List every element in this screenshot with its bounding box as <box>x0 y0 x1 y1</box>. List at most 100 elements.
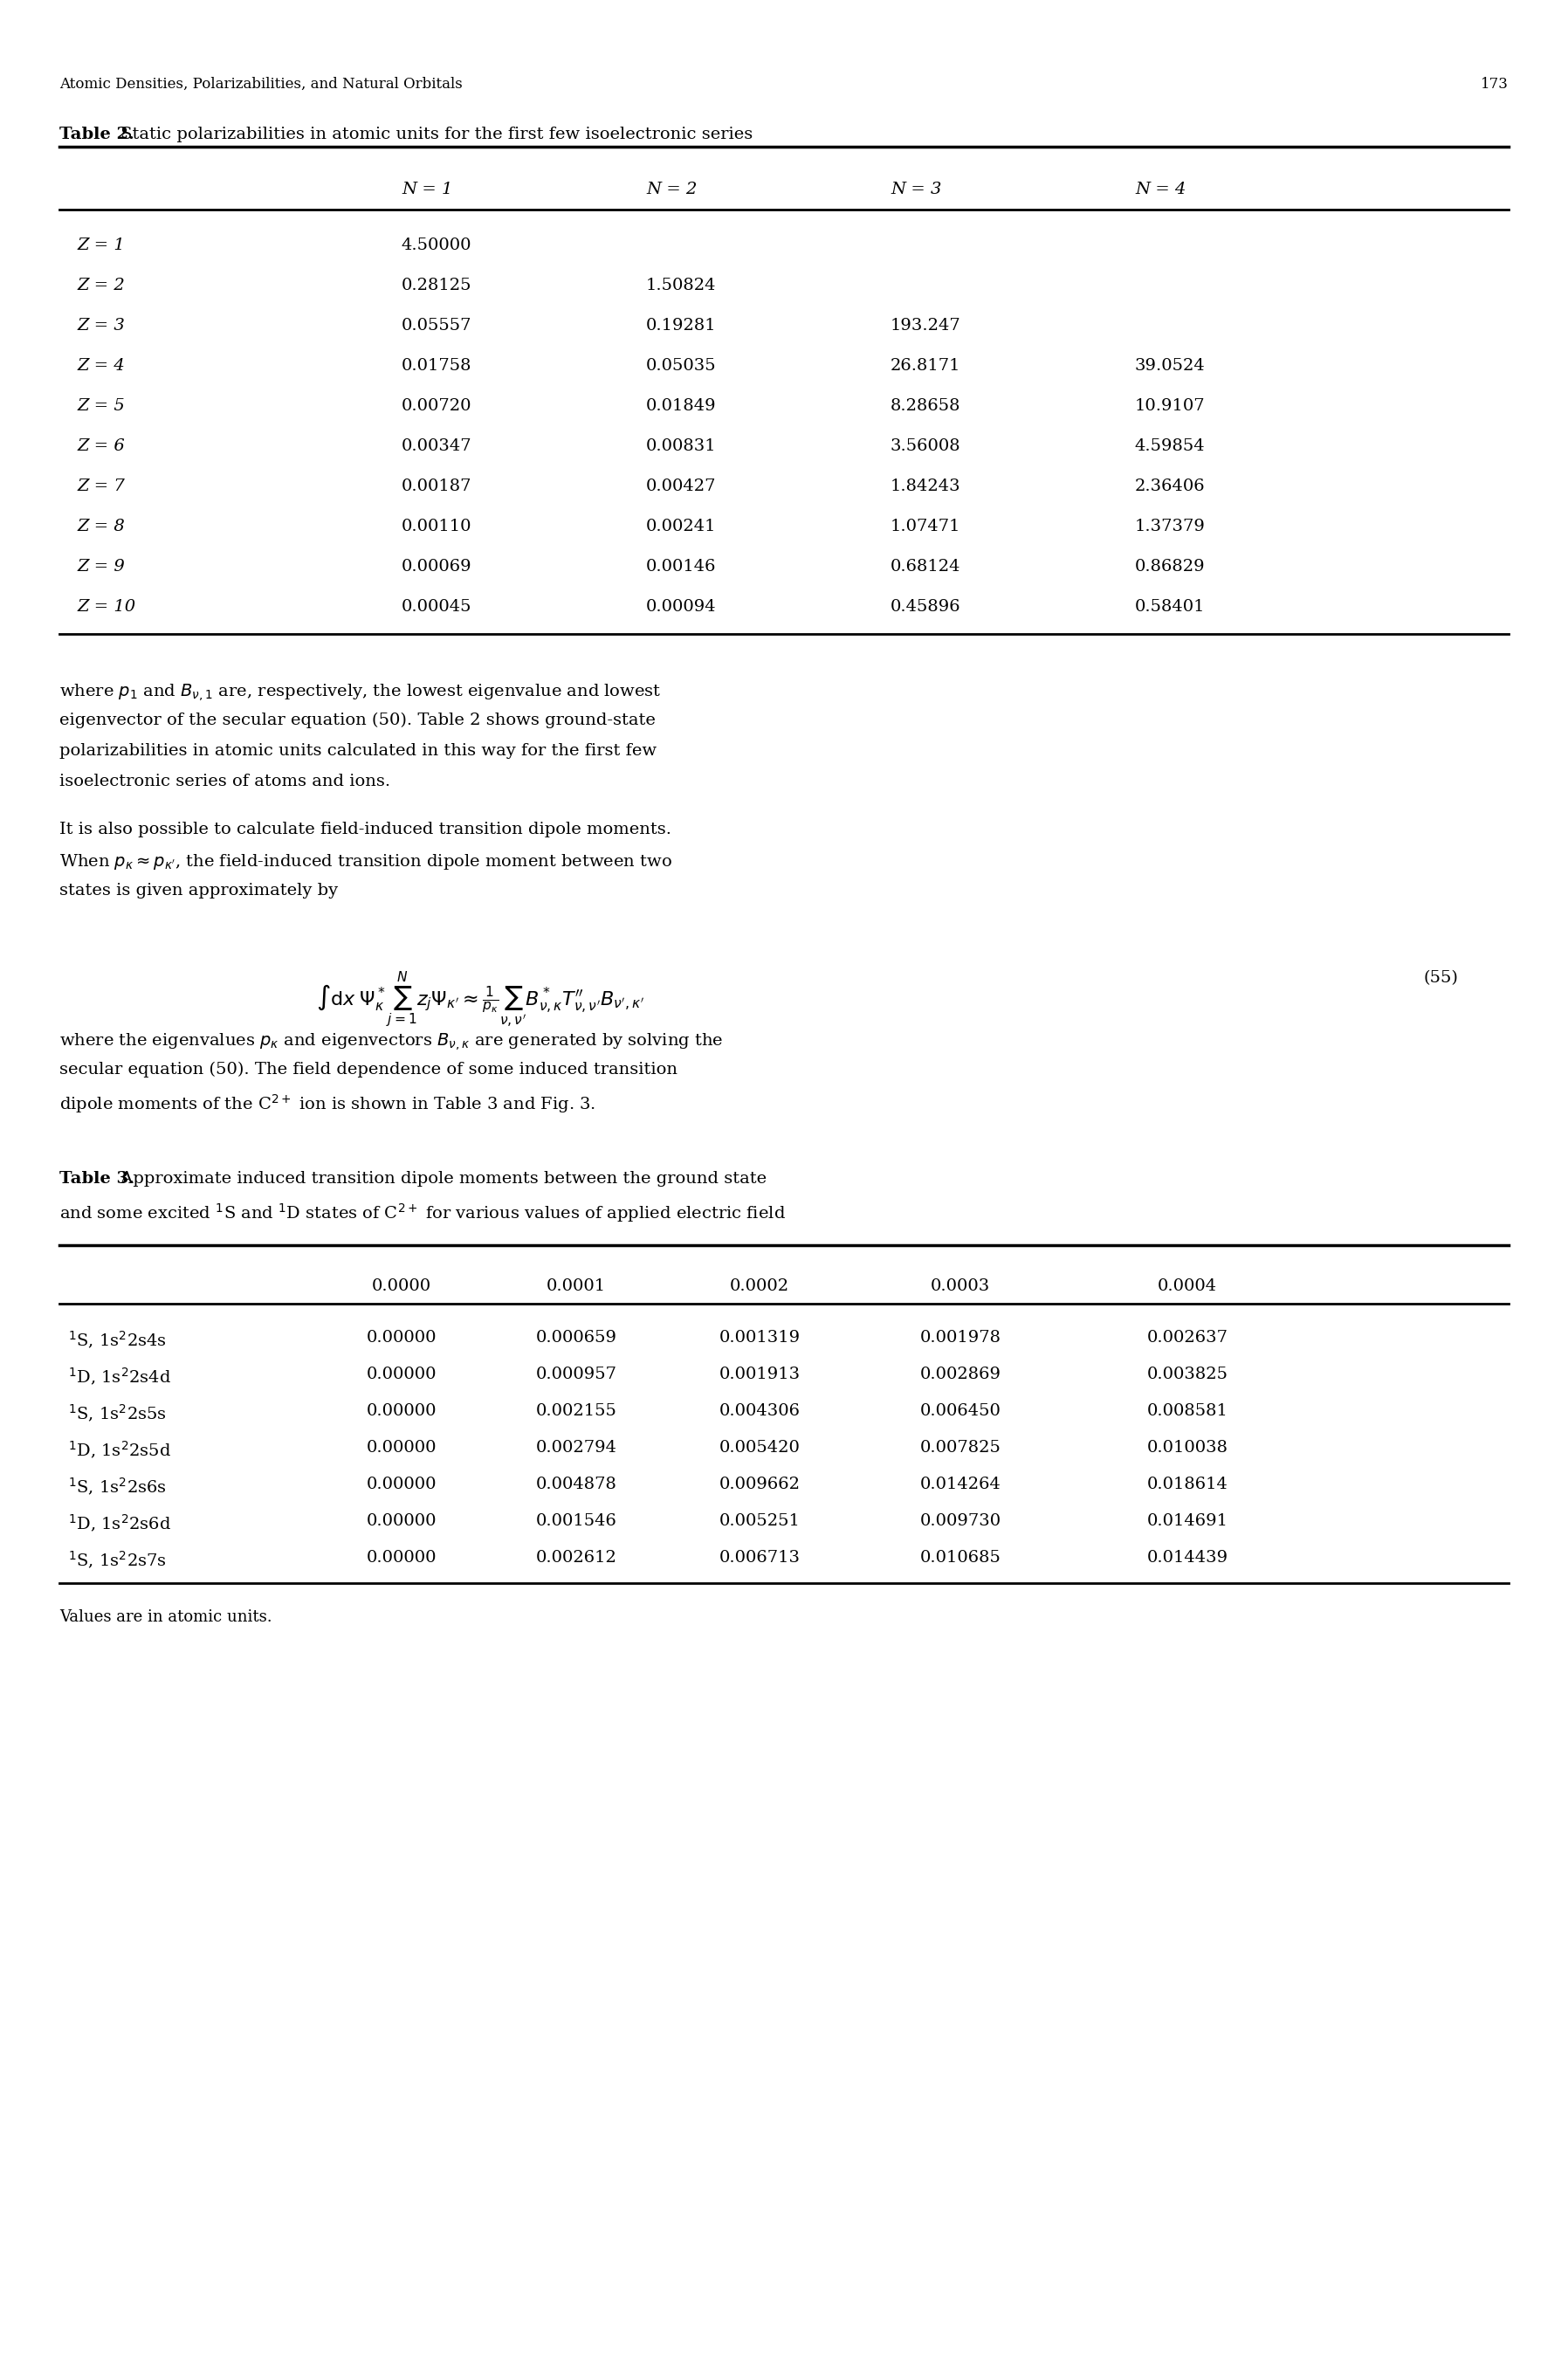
Text: Z = 5: Z = 5 <box>77 399 124 413</box>
Text: Z = 6: Z = 6 <box>77 439 124 454</box>
Text: 0.018614: 0.018614 <box>1146 1476 1228 1493</box>
Text: 0.005251: 0.005251 <box>720 1514 800 1528</box>
Text: eigenvector of the secular equation (50). Table 2 shows ground-state: eigenvector of the secular equation (50)… <box>60 713 655 727</box>
Text: 0.007825: 0.007825 <box>920 1441 1000 1455</box>
Text: 10.9107: 10.9107 <box>1135 399 1206 413</box>
Text: 0.002612: 0.002612 <box>536 1549 616 1566</box>
Text: N = 1: N = 1 <box>403 182 453 198</box>
Text: 4.50000: 4.50000 <box>401 239 472 253</box>
Text: 0.00146: 0.00146 <box>646 560 717 574</box>
Text: 0.005420: 0.005420 <box>720 1441 800 1455</box>
Text: 1.84243: 1.84243 <box>891 479 961 494</box>
Text: 0.01849: 0.01849 <box>646 399 717 413</box>
Text: 0.010685: 0.010685 <box>920 1549 1000 1566</box>
Text: 0.00000: 0.00000 <box>367 1330 437 1346</box>
Text: Static polarizabilities in atomic units for the first few isoelectronic series: Static polarizabilities in atomic units … <box>114 128 753 142</box>
Text: 0.00000: 0.00000 <box>367 1476 437 1493</box>
Text: 0.014691: 0.014691 <box>1146 1514 1228 1528</box>
Text: 0.00110: 0.00110 <box>401 520 472 534</box>
Text: 0.009730: 0.009730 <box>920 1514 1000 1528</box>
Text: 2.36406: 2.36406 <box>1135 479 1206 494</box>
Text: 0.004878: 0.004878 <box>536 1476 616 1493</box>
Text: Table 2.: Table 2. <box>60 128 135 142</box>
Text: secular equation (50). The field dependence of some induced transition: secular equation (50). The field depende… <box>60 1063 677 1077</box>
Text: 0.014264: 0.014264 <box>920 1476 1000 1493</box>
Text: 39.0524: 39.0524 <box>1135 359 1206 373</box>
Text: 26.8171: 26.8171 <box>891 359 961 373</box>
Text: 0.003825: 0.003825 <box>1146 1368 1228 1382</box>
Text: Z = 9: Z = 9 <box>77 560 124 574</box>
Text: 0.004306: 0.004306 <box>720 1403 800 1420</box>
Text: 1.37379: 1.37379 <box>1135 520 1206 534</box>
Text: Table 3.: Table 3. <box>60 1172 135 1186</box>
Text: 0.010038: 0.010038 <box>1146 1441 1228 1455</box>
Text: 3.56008: 3.56008 <box>891 439 961 454</box>
Text: 0.0004: 0.0004 <box>1157 1278 1217 1294</box>
Text: 0.001319: 0.001319 <box>718 1330 800 1346</box>
Text: 0.00069: 0.00069 <box>401 560 472 574</box>
Text: Z = 1: Z = 1 <box>77 239 124 253</box>
Text: 0.01758: 0.01758 <box>401 359 472 373</box>
Text: states is given approximately by: states is given approximately by <box>60 883 339 898</box>
Text: 0.0002: 0.0002 <box>729 1278 789 1294</box>
Text: Z = 10: Z = 10 <box>77 600 135 614</box>
Text: 0.00094: 0.00094 <box>646 600 717 614</box>
Text: N = 4: N = 4 <box>1135 182 1187 198</box>
Text: Z = 2: Z = 2 <box>77 279 124 293</box>
Text: 8.28658: 8.28658 <box>891 399 961 413</box>
Text: Z = 4: Z = 4 <box>77 359 124 373</box>
Text: 0.001546: 0.001546 <box>536 1514 616 1528</box>
Text: 0.001913: 0.001913 <box>718 1368 800 1382</box>
Text: 0.000957: 0.000957 <box>536 1368 616 1382</box>
Text: ${}^1$D, 1s$^2$2s5d: ${}^1$D, 1s$^2$2s5d <box>67 1441 171 1462</box>
Text: 0.05557: 0.05557 <box>401 319 472 333</box>
Text: ${}^1$D, 1s$^2$2s6d: ${}^1$D, 1s$^2$2s6d <box>67 1514 171 1535</box>
Text: 0.00000: 0.00000 <box>367 1514 437 1528</box>
Text: It is also possible to calculate field-induced transition dipole moments.: It is also possible to calculate field-i… <box>60 822 671 839</box>
Text: Atomic Densities, Polarizabilities, and Natural Orbitals: Atomic Densities, Polarizabilities, and … <box>60 78 463 92</box>
Text: (55): (55) <box>1424 971 1458 985</box>
Text: 0.00427: 0.00427 <box>646 479 717 494</box>
Text: 0.00000: 0.00000 <box>367 1403 437 1420</box>
Text: 0.00241: 0.00241 <box>646 520 717 534</box>
Text: 1.50824: 1.50824 <box>646 279 717 293</box>
Text: 0.002155: 0.002155 <box>536 1403 616 1420</box>
Text: and some excited ${}^1$S and ${}^1$D states of C$^{2+}$ for various values of ap: and some excited ${}^1$S and ${}^1$D sta… <box>60 1202 786 1224</box>
Text: 0.014439: 0.014439 <box>1146 1549 1228 1566</box>
Text: 4.59854: 4.59854 <box>1135 439 1206 454</box>
Text: Z = 8: Z = 8 <box>77 520 124 534</box>
Text: 0.45896: 0.45896 <box>891 600 961 614</box>
Text: 0.002794: 0.002794 <box>536 1441 616 1455</box>
Text: 0.00347: 0.00347 <box>401 439 472 454</box>
Text: N = 3: N = 3 <box>891 182 942 198</box>
Text: ${}^1$S, 1s$^2$2s7s: ${}^1$S, 1s$^2$2s7s <box>67 1549 166 1571</box>
Text: 0.05035: 0.05035 <box>646 359 717 373</box>
Text: Approximate induced transition dipole moments between the ground state: Approximate induced transition dipole mo… <box>114 1172 767 1186</box>
Text: 0.002869: 0.002869 <box>920 1368 1000 1382</box>
Text: 193.247: 193.247 <box>891 319 961 333</box>
Text: Values are in atomic units.: Values are in atomic units. <box>60 1609 273 1625</box>
Text: Z = 7: Z = 7 <box>77 479 124 494</box>
Text: 0.00187: 0.00187 <box>401 479 472 494</box>
Text: 0.001978: 0.001978 <box>920 1330 1000 1346</box>
Text: When $p_\kappa \approx p_{\kappa'}$, the field-induced transition dipole moment : When $p_\kappa \approx p_{\kappa'}$, the… <box>60 853 673 872</box>
Text: 0.28125: 0.28125 <box>401 279 472 293</box>
Text: ${}^1$D, 1s$^2$2s4d: ${}^1$D, 1s$^2$2s4d <box>67 1368 171 1386</box>
Text: 0.00000: 0.00000 <box>367 1441 437 1455</box>
Text: $\int \mathrm{d}x\; \Psi_\kappa^* \sum_{j=1}^{N} z_j \Psi_{\kappa'} \approx \fra: $\int \mathrm{d}x\; \Psi_\kappa^* \sum_{… <box>317 971 644 1030</box>
Text: polarizabilities in atomic units calculated in this way for the first few: polarizabilities in atomic units calcula… <box>60 744 657 758</box>
Text: 0.00831: 0.00831 <box>646 439 717 454</box>
Text: isoelectronic series of atoms and ions.: isoelectronic series of atoms and ions. <box>60 775 390 789</box>
Text: 0.008581: 0.008581 <box>1146 1403 1228 1420</box>
Text: 0.009662: 0.009662 <box>720 1476 800 1493</box>
Text: 0.00720: 0.00720 <box>401 399 472 413</box>
Text: ${}^1$S, 1s$^2$2s5s: ${}^1$S, 1s$^2$2s5s <box>67 1403 166 1424</box>
Text: N = 2: N = 2 <box>646 182 698 198</box>
Text: 0.006450: 0.006450 <box>920 1403 1000 1420</box>
Text: 0.0001: 0.0001 <box>547 1278 605 1294</box>
Text: 0.002637: 0.002637 <box>1146 1330 1228 1346</box>
Text: 0.58401: 0.58401 <box>1135 600 1206 614</box>
Text: dipole moments of the C$^{2+}$ ion is shown in Table 3 and Fig. 3.: dipole moments of the C$^{2+}$ ion is sh… <box>60 1091 596 1115</box>
Text: Z = 3: Z = 3 <box>77 319 124 333</box>
Text: 0.00000: 0.00000 <box>367 1549 437 1566</box>
